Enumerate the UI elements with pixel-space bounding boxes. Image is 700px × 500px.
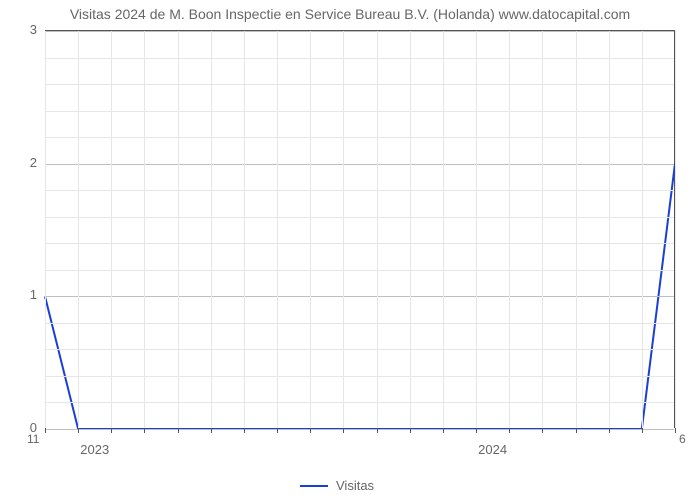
chart-title: Visitas 2024 de M. Boon Inspectie en Ser… <box>0 0 700 22</box>
plot-area <box>45 30 675 428</box>
x-tick-label: 2024 <box>463 442 523 457</box>
corner-label-bottom-left: 11 <box>27 432 39 446</box>
y-tick-label: 2 <box>15 155 37 170</box>
y-tick-label: 3 <box>15 22 37 37</box>
line-series <box>45 31 675 429</box>
x-tick-label: 2023 <box>65 442 125 457</box>
y-tick-label: 1 <box>15 287 37 302</box>
legend-label: Visitas <box>336 478 374 493</box>
legend: Visitas <box>300 478 374 493</box>
legend-swatch <box>300 485 328 487</box>
corner-label-bottom-right: 6 <box>679 432 686 446</box>
chart-container: Visitas 2024 de M. Boon Inspectie en Ser… <box>0 0 700 500</box>
